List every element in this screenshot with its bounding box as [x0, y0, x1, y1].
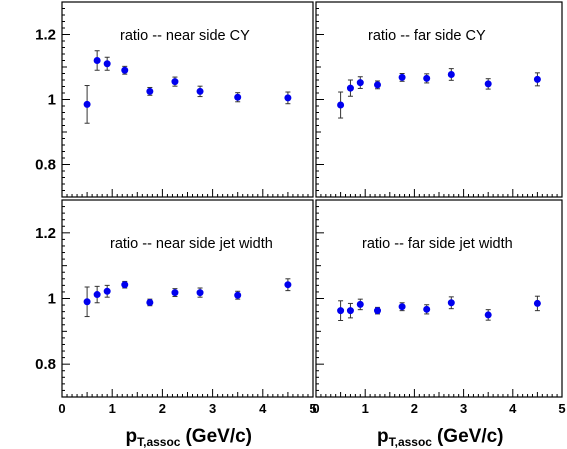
data-point [356, 300, 364, 308]
y-tick-label: 0.8 [35, 356, 56, 373]
x-tick-label: 3 [460, 401, 467, 416]
data-point [337, 101, 345, 109]
data-point [93, 291, 101, 299]
data-point [196, 289, 204, 297]
x-tick-label: 3 [209, 401, 216, 416]
y-tick-label: 1.2 [35, 27, 56, 44]
data-point [374, 81, 381, 89]
plot-frame [61, 199, 314, 398]
panel-annotation: ratio -- near side CY [120, 28, 250, 44]
panel-far-side-jet-width: 0 1 2 3 4 5 ratio -- far side jet width pT,asso… [312, 199, 566, 449]
data-point [447, 70, 455, 78]
x-tick-label: 4 [259, 401, 267, 416]
data-point [103, 60, 111, 68]
y-tick-label: 0.8 [35, 157, 56, 174]
panel-annotation: ratio -- far side CY [368, 28, 486, 44]
data-point [447, 299, 455, 307]
data-point [533, 75, 541, 83]
data-point [93, 57, 101, 64]
x-tick-label: 0 [312, 401, 319, 416]
panel-near-side-cy: 0.8 1 1.2 ratio -- near side CY [35, 1, 314, 198]
panel-annotation: ratio -- far side jet width [362, 236, 513, 252]
panel-annotation: ratio -- near side jet width [110, 236, 273, 252]
data-point [121, 66, 129, 74]
data-point [398, 303, 406, 311]
data-point [346, 84, 354, 92]
data-point [337, 307, 345, 315]
x-axis-label: pT,assoc (GeV/c) [377, 426, 504, 449]
data-point [103, 287, 111, 295]
data-point [374, 307, 381, 315]
panel-near-side-jet-width: 0.8 1 1.2 0 1 2 3 4 5 ratio -- near side jet widt… [35, 199, 317, 449]
data-point [196, 87, 204, 95]
data-point [356, 79, 364, 87]
data-point [284, 281, 292, 289]
y-tick-label: 1 [48, 291, 56, 308]
data-point [234, 93, 242, 101]
x-tick-label: 2 [159, 401, 166, 416]
y-tick-label: 1 [48, 92, 56, 109]
data-point [533, 299, 541, 307]
x-axis-label: pT,assoc (GeV/c) [126, 426, 253, 449]
data-point [423, 74, 431, 82]
x-tick-label: 0 [58, 401, 65, 416]
data-point [346, 307, 354, 315]
data-point [284, 94, 292, 102]
plot-frame [315, 199, 563, 398]
x-tick-label: 4 [509, 401, 517, 416]
panel-far-side-cy: ratio -- far side CY [315, 1, 563, 198]
data-point [146, 298, 154, 306]
data-point [484, 80, 492, 88]
y-tick-label: 1.2 [35, 225, 56, 242]
data-point [83, 298, 91, 306]
x-tick-label: 1 [362, 401, 369, 416]
data-point [484, 311, 492, 319]
data-point [121, 281, 129, 289]
data-point [83, 100, 91, 108]
x-tick-label: 5 [558, 401, 565, 416]
x-tick-label: 1 [109, 401, 116, 416]
x-tick-label: 5 [309, 401, 316, 416]
data-point [171, 78, 179, 86]
data-point [398, 73, 406, 81]
x-tick-label: 2 [411, 401, 418, 416]
data-point [171, 289, 179, 297]
data-point [423, 305, 431, 313]
data-point [234, 291, 242, 299]
data-point [146, 87, 154, 95]
